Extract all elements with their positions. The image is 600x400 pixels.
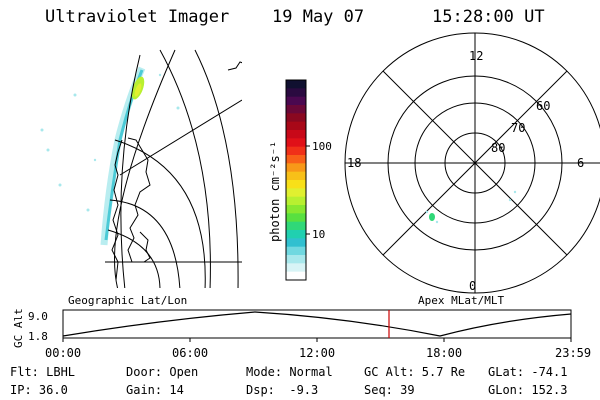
colorbar-segment: [286, 221, 306, 231]
colorbar-segment: [286, 88, 306, 98]
colorbar-segment: [286, 246, 306, 256]
colorbar-frame: [285, 79, 307, 281]
timeline-xtick-2359: 23:59: [555, 346, 591, 360]
timeline-plot: [62, 309, 572, 342]
colorbar-segment: [286, 271, 306, 281]
colorbar-segment: [286, 196, 306, 206]
mlt-label-6: 6: [577, 156, 584, 170]
colorbar-segment: [286, 171, 306, 181]
timeline-ytick-min: 1.8: [28, 330, 48, 343]
lat-label-60: 60: [536, 99, 550, 113]
colorbar-segment: [286, 130, 306, 139]
status-gcalt: GC Alt: 5.7 Re: [364, 365, 466, 379]
colorbar-segment: [286, 113, 306, 123]
timeline-ytick-max: 9.0: [28, 310, 48, 323]
colorbar-segment: [286, 138, 306, 148]
status-mode: Mode: Normal: [246, 365, 333, 379]
colorbar-segment: [286, 205, 306, 214]
timeline-xtick-0600: 06:00: [172, 346, 208, 360]
colorbar-segment: [286, 105, 306, 114]
colorbar-segment: [286, 163, 306, 173]
status-glat: GLat: -74.1: [488, 365, 568, 379]
timeline-xtick-0000: 00:00: [45, 346, 81, 360]
colorbar-segment: [286, 180, 306, 189]
status-flt: Flt: LBHL: [10, 365, 76, 379]
colorbar-segment: [286, 80, 306, 89]
timeline-xtick-1200: 12:00: [299, 346, 335, 360]
status-dsp: Dsp: -9.3: [246, 383, 319, 397]
colorbar-segment: [286, 188, 306, 198]
date-label: 19 May 07: [272, 7, 365, 27]
status-gain: Gain: 14: [126, 383, 184, 397]
status-glon: GLon: 152.3: [488, 383, 568, 397]
colorbar-tick-100: 100: [312, 140, 332, 153]
colorbar-segment: [286, 155, 306, 164]
right-panel-caption: Apex MLat/MLT: [418, 294, 504, 307]
colorbar-segment: [286, 255, 306, 264]
mlt-label-0: 0: [469, 279, 476, 293]
geographic-map: [40, 49, 242, 288]
colorbar-segment: [286, 263, 306, 273]
lat-label-70: 70: [511, 121, 525, 135]
timeline-ylabel: GC Alt: [12, 308, 25, 348]
polar-plot: [344, 32, 600, 294]
colorbar-segment: [286, 213, 306, 223]
colorbar: [286, 80, 306, 281]
instrument-title: Ultraviolet Imager: [45, 7, 230, 27]
colorbar-segment: [286, 96, 306, 106]
colorbar-tick-10: 10: [312, 228, 325, 241]
colorbar-segment: [286, 121, 306, 131]
polar-emission: [425, 190, 517, 224]
mlt-label-18: 18: [347, 156, 361, 170]
lat-label-80: 80: [491, 141, 505, 155]
altitude-curve: [62, 311, 572, 337]
colorbar-segment: [286, 146, 306, 156]
colorbar-segment: [286, 230, 306, 239]
time-label: 15:28:00 UT: [432, 7, 545, 27]
colorbar-title: photon cm⁻²s⁻¹: [268, 141, 282, 242]
auroral-emission: [40, 66, 180, 246]
status-ip: IP: 36.0: [10, 383, 68, 397]
left-panel-caption: Geographic Lat/Lon: [68, 294, 187, 307]
colorbar-segment: [286, 238, 306, 248]
timeline-xtick-1800: 18:00: [426, 346, 462, 360]
status-door: Door: Open: [126, 365, 199, 379]
status-seq: Seq: 39: [364, 383, 415, 397]
mlt-label-12: 12: [469, 49, 483, 63]
